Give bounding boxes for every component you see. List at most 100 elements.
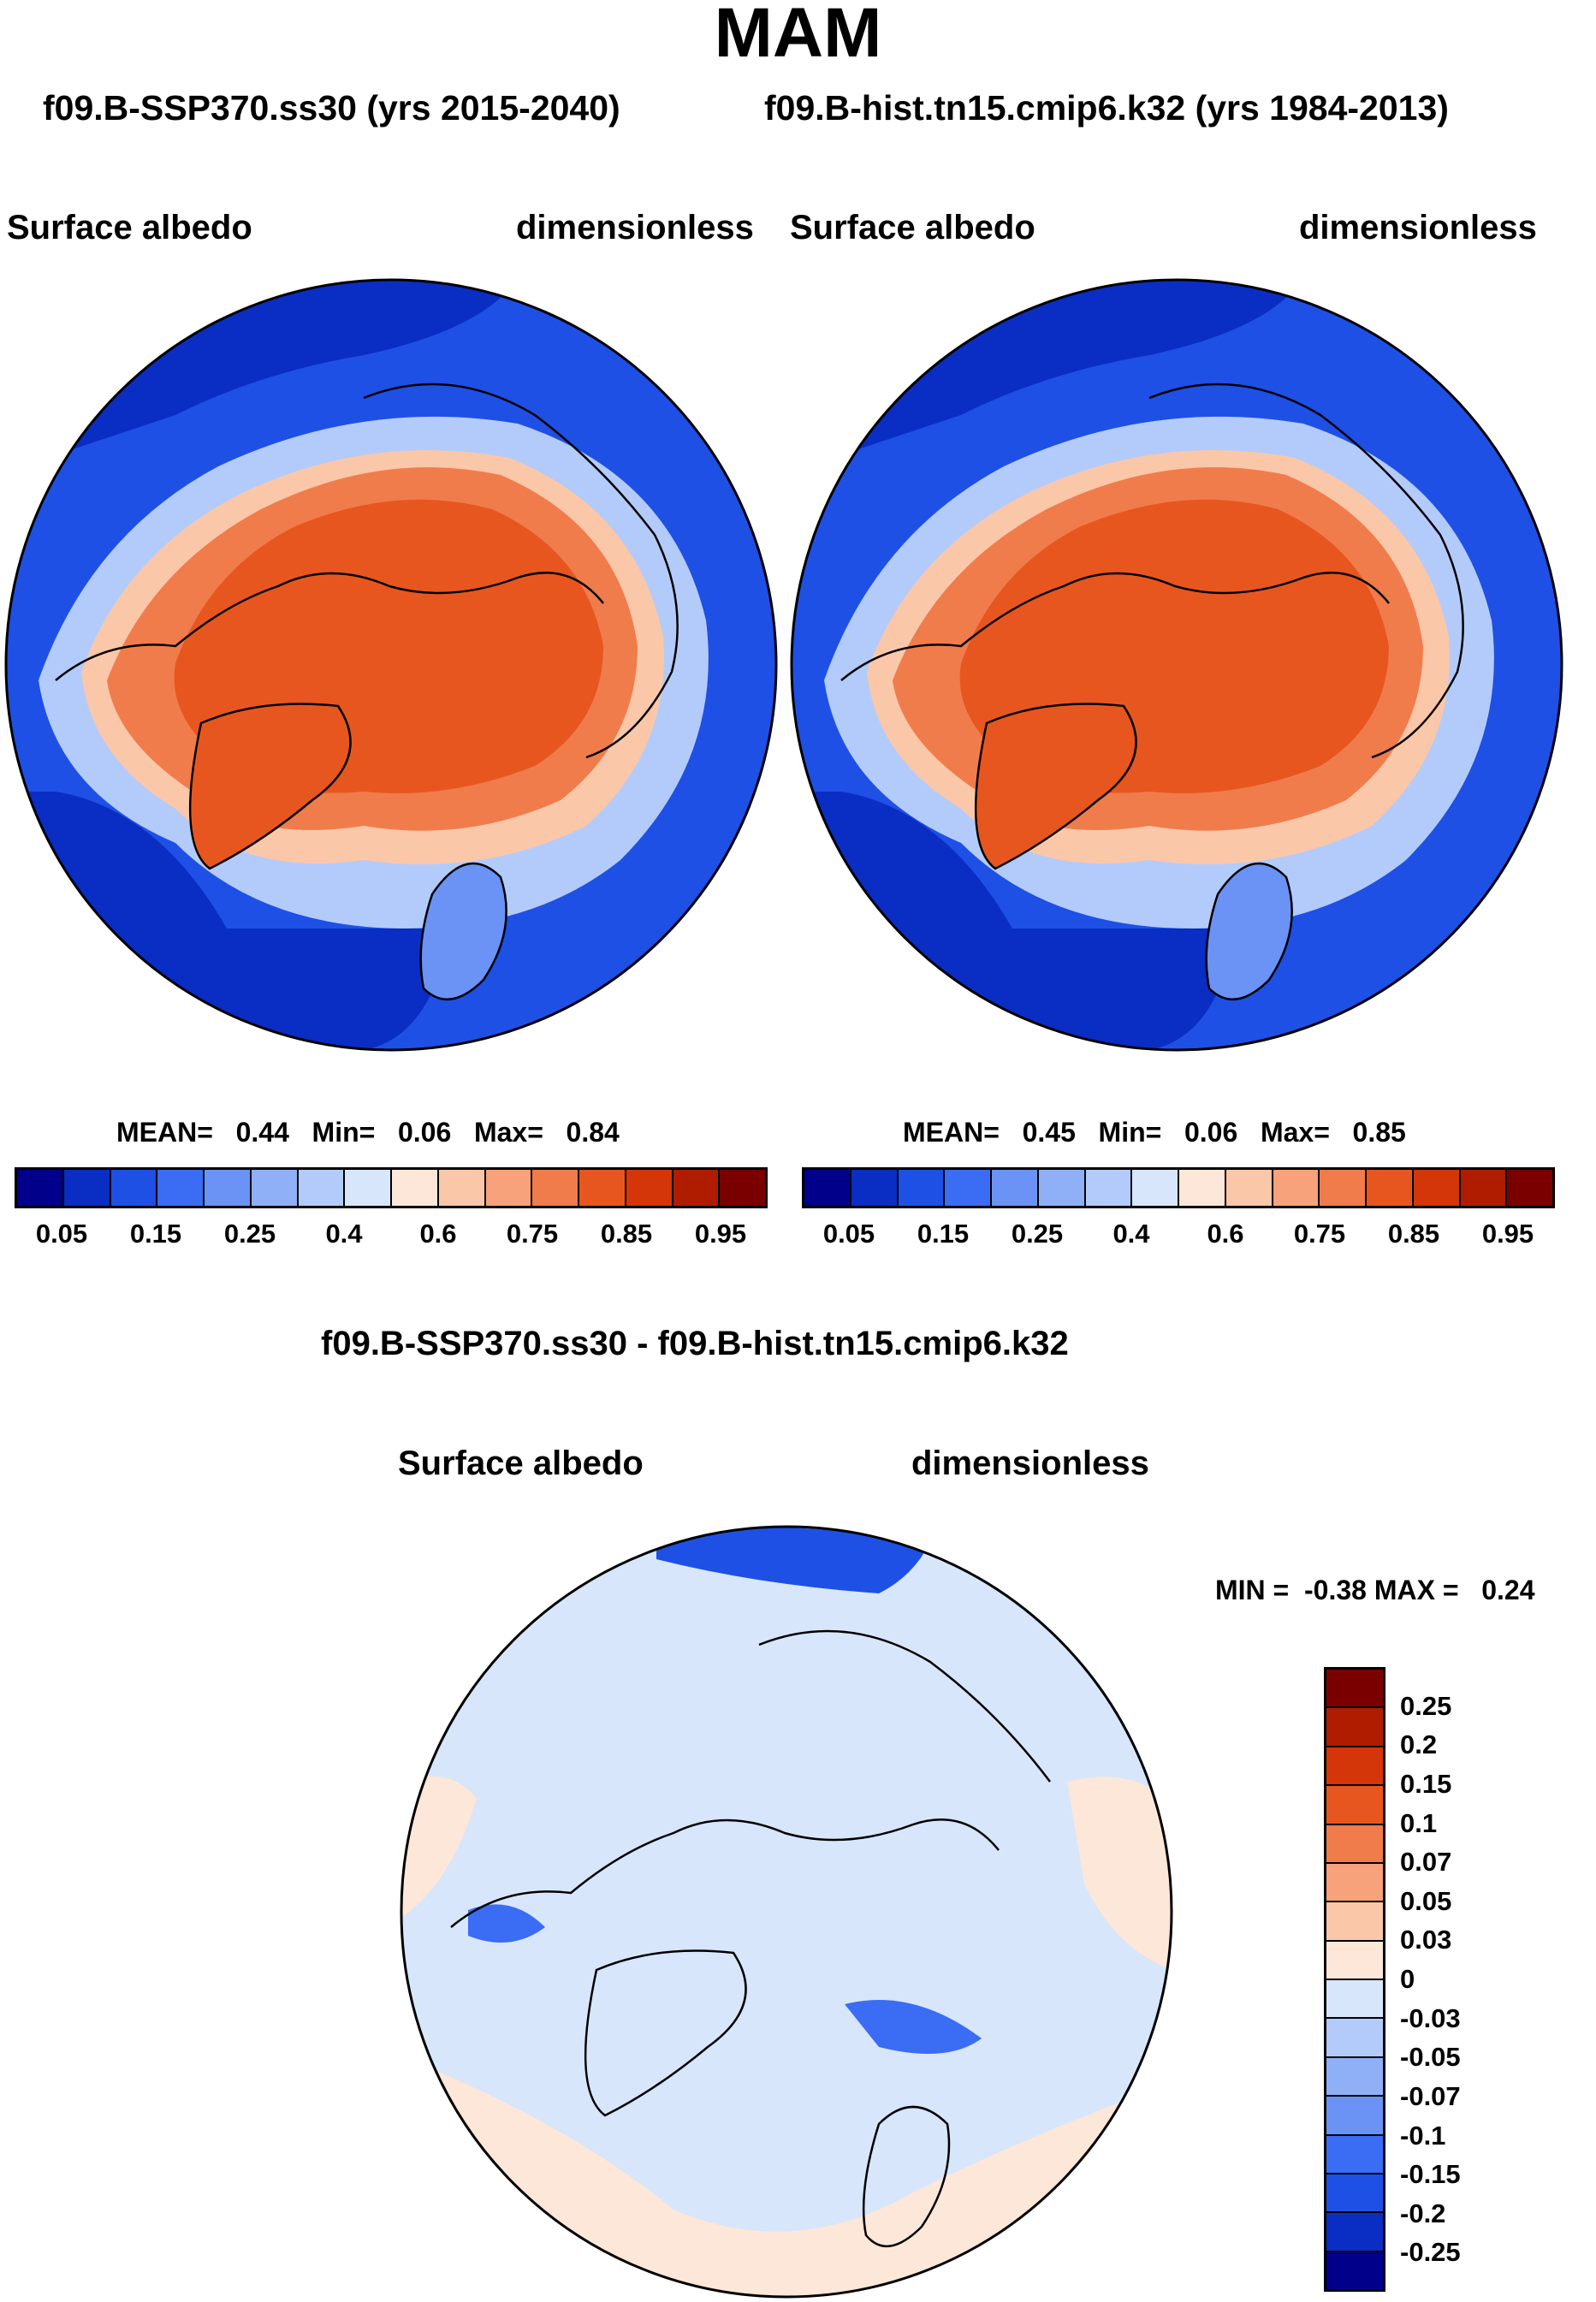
diff-colorbar-swatch [1326,1824,1383,1864]
coastline-eurasia [1148,383,1464,759]
right-colorbar-swatch [1413,1170,1461,1206]
right-stats: MEAN= 0.45 Min= 0.06 Max= 0.85 [903,1117,1406,1148]
diff-colorbar-tick-label: 0.25 [1400,1690,1452,1721]
left-colorbar-tick-label: 0.4 [325,1219,363,1249]
right-max-label: Max= [1260,1117,1330,1148]
diff-negative-baffin [468,1904,545,1943]
left-units-label: dimensionless [516,209,754,246]
right-colorbar-swatch [1085,1170,1133,1206]
right-colorbar-swatch [1038,1170,1086,1206]
left-colorbar-swatch [579,1170,626,1206]
diff-greenland-outline [584,1949,747,2117]
figure-title: MAM [714,0,882,72]
left-colorbar-tick-label: 0.95 [694,1219,747,1249]
left-colorbar-swatch [392,1170,439,1206]
right-colorbar-swatch [1273,1170,1320,1206]
diff-colorbar-tick-label: 0.1 [1400,1807,1438,1838]
diff-colorbar-tick-label: 0 [1400,1964,1415,1994]
right-colorbar-swatch [898,1170,946,1206]
subtitle-left-case: f09.B-SSP370.ss30 (yrs 2015-2040) [43,88,620,128]
diff-title: f09.B-SSP370.ss30 - f09.B-hist.tn15.cmip… [321,1325,1069,1362]
right-colorbar-tick-label: 0.05 [822,1219,875,1249]
diff-colorbar [1324,1667,1385,2292]
left-max-value: 0.84 [566,1117,620,1148]
left-colorbar-tick-label: 0.15 [129,1219,182,1249]
left-colorbar-tick-label: 0.25 [223,1219,276,1249]
left-max-label: Max= [473,1117,543,1148]
diff-colorbar-tick-label: 0.03 [1400,1925,1452,1955]
diff-colorbar-tick-label: 0.05 [1400,1885,1452,1916]
left-mean-label: MEAN= [116,1117,213,1148]
diff-positive-east [1067,1777,1172,1970]
left-min-label: Min= [311,1117,376,1148]
right-colorbar-swatch [804,1170,851,1206]
left-colorbar-swatch [63,1170,111,1206]
right-colorbar-swatch [1320,1170,1367,1206]
left-min-value: 0.06 [397,1117,452,1148]
coastline-eurasia [363,383,679,759]
left-colorbar-swatch [532,1170,579,1206]
greenland [188,703,352,870]
diff-minmax-label: MIN = -0.38 MAX = 0.24 [1215,1575,1535,1605]
diff-colorbar-swatch [1326,1670,1383,1709]
diff-colorbar-swatch [1326,2213,1383,2252]
left-colorbar-swatch [298,1170,346,1206]
diff-colorbar-swatch [1326,1747,1383,1787]
diff-colorbar-swatch [1326,1902,1383,1942]
left-colorbar-swatch [157,1170,205,1206]
right-colorbar-tick-label: 0.25 [1011,1219,1064,1249]
diff-colorbar-tick-label: -0.03 [1400,2002,1461,2033]
diff-negative-pacific [656,1527,930,1593]
diff-coastline [450,1629,1051,1928]
diff-colorbar-tick-label: -0.2 [1400,2198,1446,2228]
left-colorbar-tick-label: 0.75 [506,1219,559,1249]
right-mean-value: 0.45 [1022,1117,1076,1148]
right-max-value: 0.85 [1352,1117,1406,1148]
subtitle-right-case: f09.B-hist.tn15.cmip6.k32 (yrs 1984-2013… [764,88,1449,128]
left-colorbar-swatch [485,1170,533,1206]
right-colorbar-tick-label: 0.85 [1387,1219,1440,1249]
right-colorbar-tick-label: 0.75 [1293,1219,1346,1249]
diff-colorbar-tick-label: 0.07 [1400,1847,1452,1878]
left-colorbar-swatch [205,1170,252,1206]
left-colorbar-swatch [673,1170,721,1206]
left-colorbar-swatch [438,1170,486,1206]
left-colorbar [15,1167,768,1208]
diff-colorbar-swatch [1326,2019,1383,2058]
left-colorbar-swatch [17,1170,64,1206]
diff-colorbar-tick-label: 0.2 [1400,1729,1438,1760]
left-polar-map [4,278,778,1052]
diff-colorbar-swatch [1326,2057,1383,2097]
left-colorbar-tick-label: 0.85 [600,1219,653,1249]
diff-colorbar-tick-label: -0.05 [1400,2042,1461,2073]
diff-colorbar-tick-label: -0.07 [1400,2080,1461,2111]
diff-colorbar-swatch [1326,2135,1383,2174]
diff-polar-map [400,1525,1173,2299]
left-colorbar-swatch [345,1170,392,1206]
right-colorbar-swatch [945,1170,992,1206]
right-colorbar-tick-label: 0.4 [1112,1219,1150,1249]
left-variable-label: Surface albedo [7,209,252,246]
right-colorbar-swatch [1507,1170,1552,1206]
right-colorbar-swatch [1367,1170,1414,1206]
right-colorbar-swatch [1179,1170,1226,1206]
diff-colorbar-tick-label: -0.15 [1400,2159,1461,2190]
coastline-north-america [55,572,604,681]
right-min-label: Min= [1098,1117,1162,1148]
left-colorbar-swatch [251,1170,299,1206]
scandinavia [1205,862,1293,1001]
right-colorbar-swatch [1225,1170,1273,1206]
diff-colorbar-swatch [1326,2252,1383,2289]
diff-colorbar-swatch [1326,1708,1383,1747]
right-colorbar-tick-label: 0.15 [917,1219,970,1249]
left-colorbar-swatch [110,1170,158,1206]
right-colorbar-tick-label: 0.6 [1207,1219,1244,1249]
diff-colorbar-swatch [1326,1980,1383,2020]
right-variable-label: Surface albedo [790,209,1035,246]
diff-scandinavia-outline [862,2105,951,2248]
diff-units-label: dimensionless [911,1445,1149,1482]
right-colorbar-swatch [1460,1170,1508,1206]
left-stats: MEAN= 0.44 Min= 0.06 Max= 0.84 [116,1117,620,1148]
right-colorbar-swatch [992,1170,1039,1206]
diff-colorbar-swatch [1326,1941,1383,1980]
